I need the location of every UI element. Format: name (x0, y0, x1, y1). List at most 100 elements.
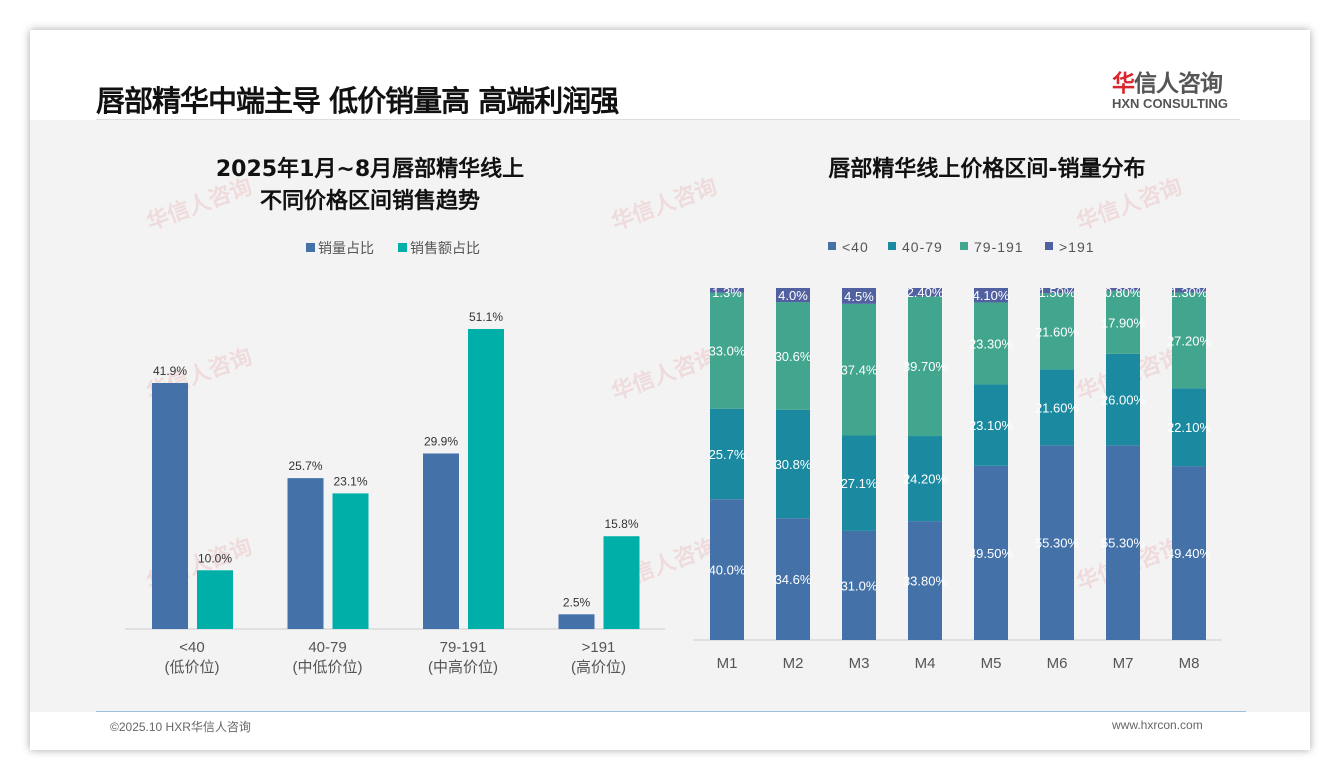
data-label: 23.30% (969, 336, 1014, 351)
data-label: 37.4% (841, 363, 878, 378)
stacked-bar-segment (1106, 445, 1140, 640)
x-tick-label: 79-191 (440, 639, 487, 656)
bar (558, 614, 595, 629)
stacked-bar-segment (776, 518, 810, 640)
x-tick-label: M2 (783, 655, 804, 672)
bar (603, 536, 640, 629)
stacked-bar-segment (1106, 288, 1140, 291)
bar (197, 570, 233, 629)
legend-swatch (828, 242, 836, 250)
x-tick-label: M1 (717, 655, 738, 672)
stacked-bar-segment (1040, 369, 1074, 446)
stacked-bar-segment (908, 521, 942, 640)
stacked-bar-segment (776, 409, 810, 519)
x-tick-label: M8 (1179, 655, 1200, 672)
x-tick-label: <40 (179, 639, 204, 656)
legend-label: 79-191 (974, 239, 1024, 255)
legend-label: 40-79 (902, 239, 943, 255)
stacked-bar-segment (1172, 292, 1206, 389)
stacked-bar-segment (710, 292, 744, 409)
data-label: 33.80% (903, 574, 948, 589)
watermark: 华信人咨询 (608, 174, 720, 235)
bar (468, 329, 504, 629)
logo-en: HXN CONSULTING (1112, 96, 1229, 111)
x-tick-sublabel: (中低价位) (293, 659, 363, 676)
data-label: 4.10% (973, 288, 1010, 303)
data-label: 17.90% (1101, 315, 1146, 330)
stacked-bar-segment (974, 288, 1008, 303)
legend-swatch (306, 243, 315, 252)
stacked-bar-segment (842, 288, 876, 304)
footer-url: www.hxrcon.com (1112, 718, 1203, 732)
bar (332, 493, 369, 629)
legend-label: 销售额占比 (410, 240, 480, 256)
data-label: 30.8% (775, 457, 812, 472)
legend-label: 销量占比 (318, 240, 374, 256)
stacked-bar-segment (776, 302, 810, 410)
x-tick-label: M6 (1047, 655, 1068, 672)
bar (287, 478, 324, 629)
stacked-bar-segment (1172, 288, 1206, 293)
data-label: 55.30% (1101, 536, 1146, 551)
legend-swatch (1045, 242, 1053, 250)
data-label: 23.1% (333, 474, 367, 488)
title-divider (96, 119, 1240, 120)
x-tick-sublabel: (高价位) (571, 659, 626, 676)
legend-label: >191 (1059, 239, 1095, 255)
data-label: 23.10% (969, 418, 1014, 433)
legend-swatch (888, 242, 896, 250)
data-label: 1.30% (1171, 285, 1208, 300)
stacked-bar-segment (908, 296, 942, 437)
data-label: 1.50% (1039, 285, 1076, 300)
data-label: 27.20% (1167, 333, 1212, 348)
data-label: 10.0% (198, 551, 232, 565)
legend-label: <40 (842, 239, 869, 255)
legend-swatch (398, 243, 407, 252)
x-tick-label: M5 (981, 655, 1002, 672)
stacked-bar-segment (974, 384, 1008, 466)
content-area (30, 120, 1310, 712)
data-label: 55.30% (1035, 536, 1080, 551)
watermark: 华信人咨询 (1073, 174, 1185, 235)
data-label: 2.5% (563, 595, 591, 609)
data-label: 25.7% (288, 459, 322, 473)
data-label: 41.9% (153, 364, 187, 378)
data-label: 40.0% (709, 563, 746, 578)
data-label: 27.1% (841, 476, 878, 491)
bar (152, 383, 188, 629)
data-label: 4.0% (778, 288, 808, 303)
x-tick-label: 40-79 (308, 639, 346, 656)
data-label: 29.9% (424, 434, 458, 448)
data-label: 34.6% (775, 572, 812, 587)
stacked-bar-segment (1040, 293, 1074, 370)
bar (423, 453, 459, 629)
stacked-bar-segment (1040, 445, 1074, 640)
stacked-bar-segment (908, 436, 942, 522)
data-label: 31.0% (841, 578, 878, 593)
stacked-bar-segment (710, 408, 744, 500)
watermark: 华信人咨询 (608, 344, 720, 405)
footer-divider (96, 711, 1246, 712)
stacked-bar-segment (842, 435, 876, 531)
data-label: 24.20% (903, 472, 948, 487)
watermark: 华信人咨询 (143, 174, 255, 235)
x-tick-sublabel: (低价位) (165, 659, 220, 676)
data-label: 25.7% (709, 447, 746, 462)
data-label: 4.5% (844, 289, 874, 304)
data-label: 21.60% (1035, 324, 1080, 339)
chart-title: 唇部精华线上价格区间-销量分布 (828, 156, 1145, 182)
stacked-bar-segment (776, 288, 810, 303)
x-tick-label: M3 (849, 655, 870, 672)
data-label: 49.40% (1167, 546, 1212, 561)
stacked-bar-segment (1172, 466, 1206, 640)
data-label: 26.00% (1101, 393, 1146, 408)
data-label: 1.3% (712, 285, 742, 300)
data-label: 2.40% (907, 285, 944, 300)
x-tick-label: M4 (915, 655, 936, 672)
chart-title: 2025年1月~8月唇部精华线上 (216, 156, 524, 182)
chart-title: 不同价格区间销售趋势 (260, 188, 480, 214)
stacked-bar-segment (1106, 353, 1140, 446)
stacked-bar-segment (1106, 290, 1140, 354)
data-label: 15.8% (604, 517, 638, 531)
